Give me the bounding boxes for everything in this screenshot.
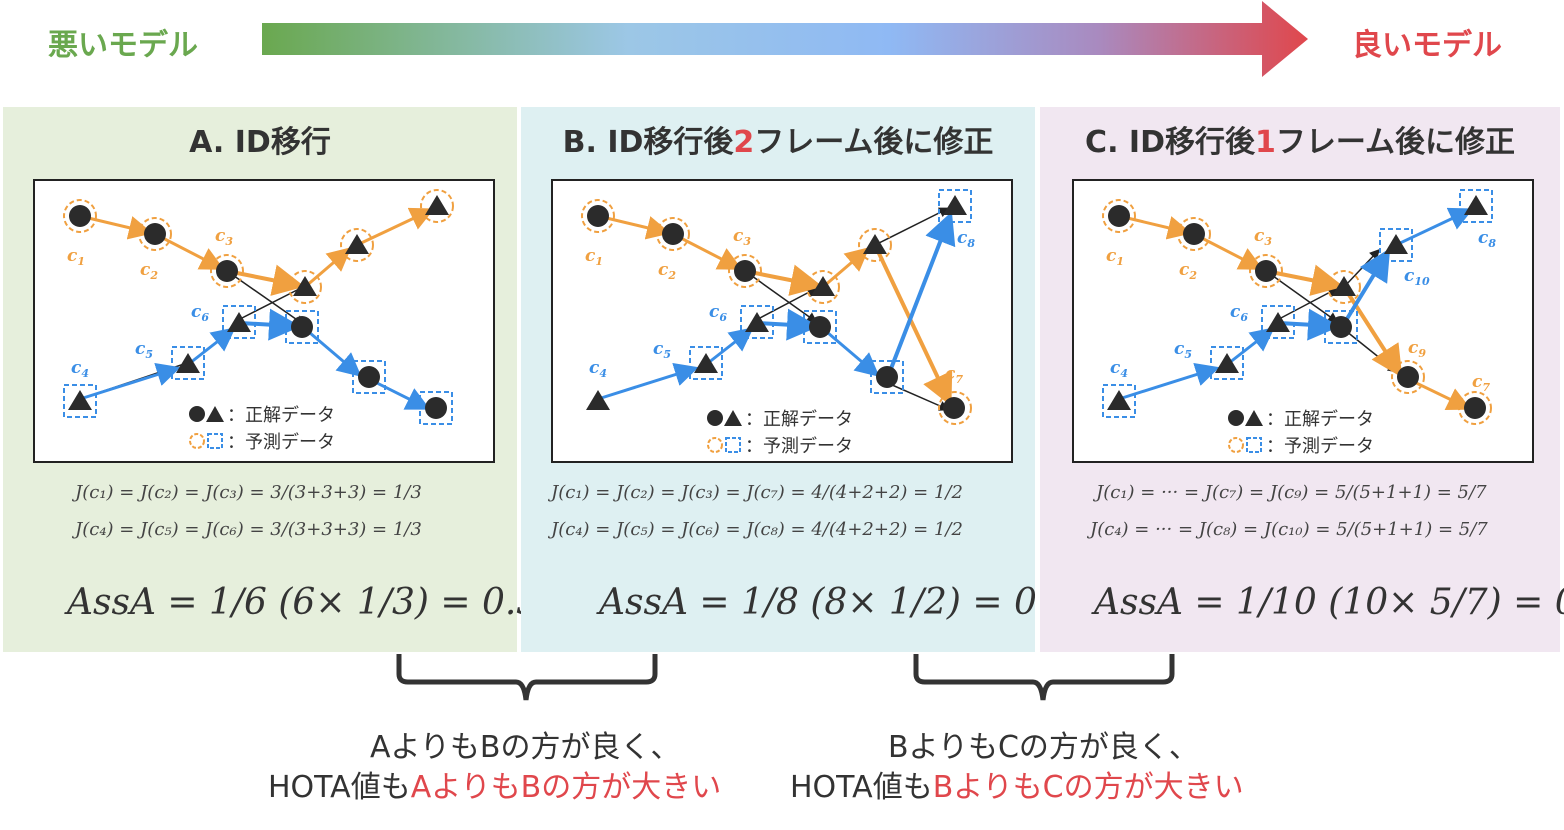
svg-text:：正解データ: ：正解データ — [227, 405, 335, 426]
panel-b-assa: AssA = 1/8 (8× 1/2) = 0.5 — [599, 582, 1072, 623]
svg-text:c3: c3 — [1254, 226, 1272, 248]
panel-b: B. ID移行後2フレーム後に修正 — [521, 107, 1071, 652]
panel-a-formula-orange: J(c₁) = J(c₂) = J(c₃) = 3/(3+3+3) = 1/3 — [75, 482, 422, 503]
panel-c-formula-orange: J(c₁) = ··· = J(c₇) = J(c₉) = 5/(5+1+1) … — [1096, 482, 1487, 503]
panel-a: A. ID移行 — [3, 107, 562, 652]
panel-b-trajectory-plot: c1 c2 c3 c7 c4 c5 c6 c8 ：正解データ ：予測データ — [551, 179, 1013, 463]
panel-a-title: A. ID移行 — [189, 125, 331, 160]
svg-text:c3: c3 — [215, 226, 233, 248]
caption-a-b-line1: AよりもBの方が良く、 — [370, 730, 681, 765]
svg-text:：予測データ: ：予測データ — [1266, 436, 1374, 457]
svg-text:c7: c7 — [1472, 372, 1490, 394]
svg-text:c5: c5 — [653, 339, 671, 361]
svg-text:c4: c4 — [1110, 358, 1128, 380]
brace-a-b — [396, 654, 658, 701]
panel-c-formula-blue: J(c₄) = ··· = J(c₈) = J(c₁₀) = 5/(5+1+1)… — [1090, 519, 1488, 540]
svg-text:c10: c10 — [1404, 266, 1430, 288]
svg-text:：予測データ: ：予測データ — [227, 432, 335, 453]
panel-c-title: C. ID移行後1フレーム後に修正 — [1085, 125, 1515, 160]
svg-text:c1: c1 — [67, 246, 85, 268]
svg-text:c8: c8 — [1478, 228, 1496, 250]
svg-text:：予測データ: ：予測データ — [745, 436, 853, 457]
svg-text:c1: c1 — [585, 246, 603, 268]
svg-text:c3: c3 — [733, 226, 751, 248]
svg-text:：正解データ: ：正解データ — [745, 409, 853, 430]
panel-c-assa: AssA = 1/10 (10× 5/7) = 0.71 — [1094, 582, 1564, 623]
panel-a-formula-blue: J(c₄) = J(c₅) = J(c₆) = 3/(3+3+3) = 1/3 — [75, 519, 422, 540]
svg-text:c2: c2 — [140, 260, 158, 282]
svg-text:c2: c2 — [1179, 260, 1197, 282]
worse-model-label: 悪いモデル — [48, 28, 198, 63]
panel-c: C. ID移行後1フレーム後に修正 — [1040, 107, 1564, 652]
svg-text:c8: c8 — [957, 228, 975, 250]
svg-text:c5: c5 — [1174, 339, 1192, 361]
svg-text:c6: c6 — [1230, 302, 1248, 324]
panel-b-title: B. ID移行後2フレーム後に修正 — [562, 125, 994, 160]
panel-b-formula-orange: J(c₁) = J(c₂) = J(c₃) = J(c₇) = 4/(4+2+2… — [551, 482, 963, 503]
caption-a-b-line2: HOTA値もAよりもBの方が大きい — [268, 770, 722, 805]
caption-b-c-line1: BよりもCの方が良く、 — [888, 730, 1199, 765]
panel-a-assa: AssA = 1/6 (6× 1/3) = 0.33 — [67, 582, 563, 623]
svg-text:c6: c6 — [709, 302, 727, 324]
caption-b-c-line2: HOTA値もBよりもCの方が大きい — [790, 770, 1244, 805]
better-model-label: 良いモデル — [1352, 28, 1502, 63]
svg-text:c5: c5 — [135, 339, 153, 361]
svg-text:c6: c6 — [191, 302, 209, 324]
panel-c-trajectory-plot: c1 c2 c3 c7 c9 c4 c5 c6 c8 c10 ：正解データ ：予… — [1072, 179, 1534, 463]
svg-text:c4: c4 — [589, 358, 607, 380]
brace-b-c — [913, 654, 1175, 701]
svg-text:c1: c1 — [1106, 246, 1124, 268]
panel-b-formula-blue: J(c₄) = J(c₅) = J(c₆) = J(c₈) = 4/(4+2+2… — [551, 519, 963, 540]
svg-text:：正解データ: ：正解データ — [1266, 409, 1374, 430]
panel-a-trajectory-plot: c1 c2 c3 c4 c5 c6 ：正解データ ：予測データ — [33, 179, 495, 463]
svg-text:c2: c2 — [658, 260, 676, 282]
svg-text:c9: c9 — [1408, 338, 1426, 360]
svg-text:c7: c7 — [945, 364, 963, 386]
svg-text:c4: c4 — [71, 358, 89, 380]
quality-gradient-arrow — [262, 1, 1308, 77]
